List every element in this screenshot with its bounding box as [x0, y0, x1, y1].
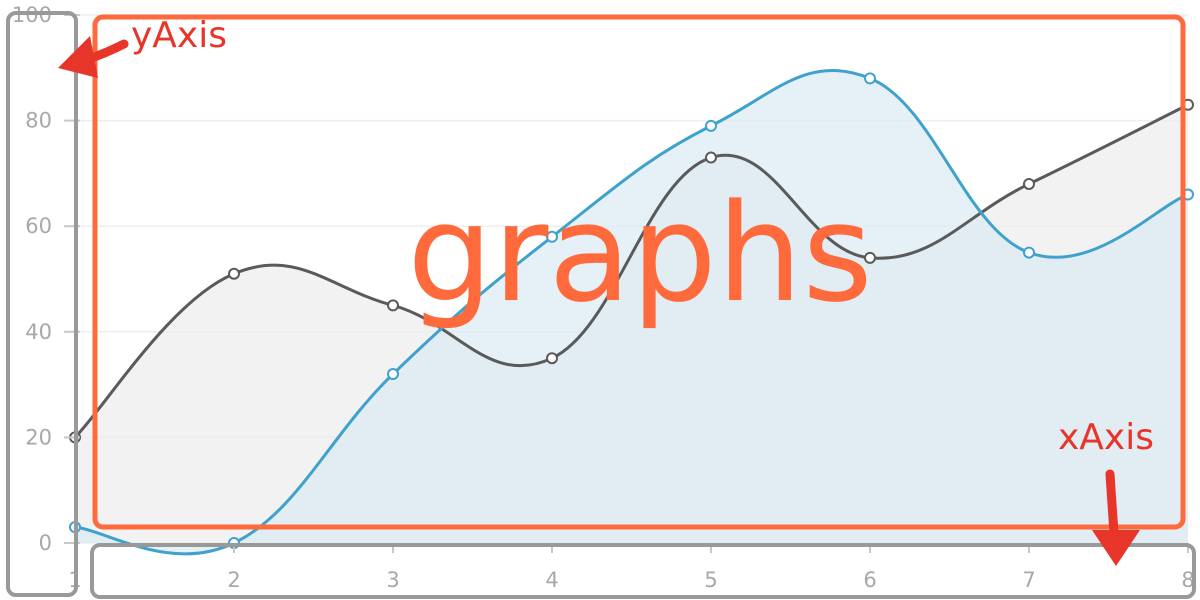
x-axis-annotation-label: xAxis	[1058, 417, 1154, 458]
series-2-point[interactable]	[705, 119, 717, 132]
y-axis-arrow-icon	[58, 36, 129, 78]
y-axis-annotation-box	[6, 11, 78, 597]
series-2-area	[75, 70, 1188, 554]
x-axis-annotation-box	[90, 543, 1196, 599]
graphs-annotation-label: graphs	[407, 175, 873, 332]
y-tick-label: 80	[25, 109, 52, 133]
y-tick-label: 0	[39, 531, 52, 555]
series-1-point[interactable]	[1023, 177, 1035, 190]
series-2-point[interactable]	[387, 368, 399, 381]
x-tick-label: 5	[704, 568, 717, 592]
series-2-point[interactable]	[546, 230, 558, 243]
line-layer	[73, 68, 1189, 556]
x-tick-label: 8	[1181, 568, 1194, 592]
series-1-point[interactable]	[228, 267, 240, 280]
graphs-annotation-box	[92, 14, 1186, 530]
x-tick-label: 3	[386, 568, 399, 592]
y-axis-annotation-label: yAxis	[131, 15, 227, 56]
y-tick-label: 60	[25, 214, 52, 238]
series-1-point[interactable]	[864, 251, 876, 264]
y-tick-label: 20	[25, 425, 52, 449]
series-2-line	[74, 68, 1189, 556]
series-2-point[interactable]	[1023, 246, 1035, 259]
series-1-point[interactable]	[546, 352, 558, 365]
y-tick-label: 40	[25, 320, 52, 344]
x-tick-label: 2	[227, 568, 240, 592]
x-tick-label: 6	[863, 568, 876, 592]
series-2-point[interactable]	[864, 72, 876, 85]
x-tick-label: 7	[1022, 568, 1035, 592]
series-1-line	[73, 103, 1189, 439]
series-1-point[interactable]	[705, 151, 717, 164]
series-1-point[interactable]	[387, 299, 399, 312]
x-tick-label: 4	[545, 568, 558, 592]
area-layer	[75, 70, 1188, 554]
x-axis-arrow-icon	[1092, 469, 1140, 566]
